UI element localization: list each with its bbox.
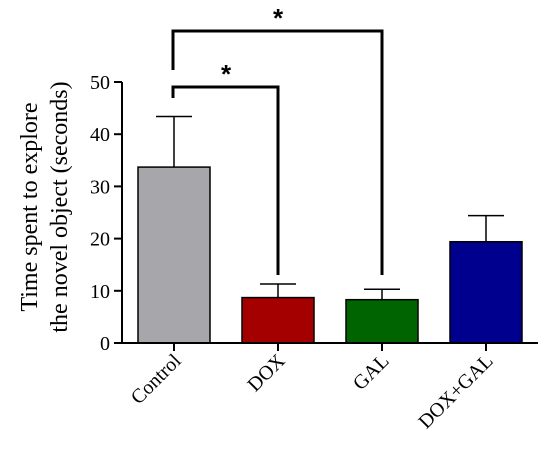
bar-dox xyxy=(241,296,315,344)
x-tick-label: Control xyxy=(127,350,186,409)
y-tick-label: 0 xyxy=(100,333,110,355)
y-axis-title-line-1: Time spent to explore xyxy=(17,102,43,311)
y-tick-label: 10 xyxy=(90,281,110,303)
bar-dox-gal xyxy=(449,240,523,344)
significance-bracket xyxy=(171,85,280,275)
y-tick-label: 50 xyxy=(90,72,110,94)
significance-star: * xyxy=(273,3,284,33)
x-tick-label: GAL xyxy=(349,350,394,395)
y-tick-label: 20 xyxy=(90,229,110,251)
x-tick-label: DOX xyxy=(243,350,290,397)
plot-area: 0 10 20 30 40 50 Control DOX GAL DOX+GAL * * xyxy=(90,3,538,433)
significance-bracket xyxy=(171,29,384,275)
bar-gal xyxy=(345,298,419,344)
significance-star: * xyxy=(221,59,232,89)
y-tick-label: 40 xyxy=(90,124,110,146)
y-axis-title-line-2: the novel object (seconds) xyxy=(47,81,73,332)
bar-control xyxy=(137,166,211,344)
x-tick-label: DOX+GAL xyxy=(414,350,497,433)
y-tick-label: 30 xyxy=(90,176,110,198)
y-axis-title: Time spent to explore the novel object (… xyxy=(17,81,73,332)
